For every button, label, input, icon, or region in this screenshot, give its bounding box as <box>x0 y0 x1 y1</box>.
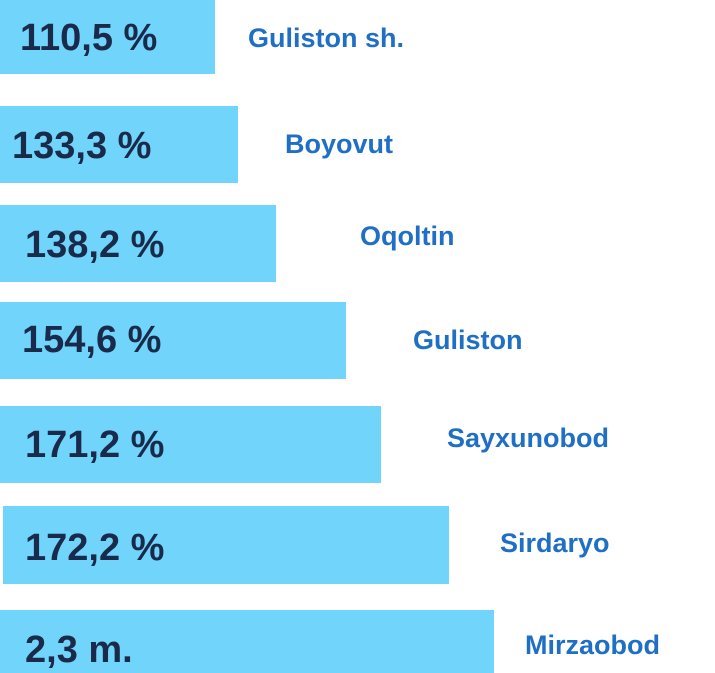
bar-value: 171,2 % <box>25 424 164 466</box>
bar-value: 154,6 % <box>22 319 161 361</box>
bar-value: 110,5 % <box>20 17 157 59</box>
district-name: Sayxunobod <box>447 423 609 453</box>
district-name: Guliston <box>413 325 523 355</box>
bar-value: 2,3 m. <box>25 629 133 671</box>
bar <box>0 106 238 183</box>
bar-value: 138,2 % <box>25 224 164 266</box>
district-name: Mirzaobod <box>525 630 660 660</box>
bar <box>0 610 494 673</box>
district-name: Guliston sh. <box>248 23 404 53</box>
bar <box>0 302 346 379</box>
bar <box>3 506 449 584</box>
bar <box>0 205 276 282</box>
bar-value: 133,3 % <box>12 125 151 167</box>
district-name: Sirdaryo <box>500 528 610 558</box>
district-name: Boyovut <box>285 129 393 159</box>
bar-value: 172,2 % <box>25 527 164 569</box>
bar <box>0 406 381 483</box>
bar <box>0 0 215 74</box>
district-name: Oqoltin <box>360 221 454 251</box>
